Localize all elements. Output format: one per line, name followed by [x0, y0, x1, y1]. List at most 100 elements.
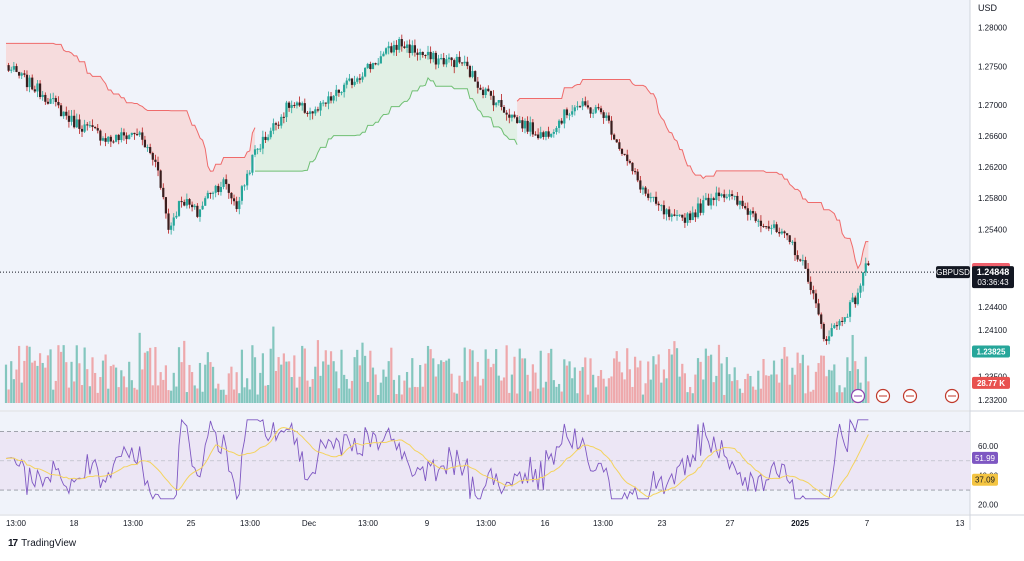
candle-body [117, 134, 120, 141]
volume-bar [521, 358, 524, 403]
volume-bar [791, 367, 794, 403]
price-badge-bg [972, 345, 1010, 358]
candle-body [345, 80, 348, 85]
volume-bar [235, 372, 238, 403]
candle-body [607, 115, 610, 121]
candle-body [738, 200, 742, 205]
volume-bar [744, 379, 747, 403]
volume-bar [217, 383, 220, 403]
volume-bar [631, 386, 634, 403]
volume-bar [584, 357, 587, 403]
candle-body [668, 209, 671, 217]
candle-body [555, 127, 558, 133]
volume-bar [668, 348, 671, 403]
candle-body [529, 122, 532, 132]
volume-bar [487, 358, 490, 403]
volume-bar [314, 366, 317, 403]
volume-bar [10, 361, 13, 403]
volume-bar [361, 342, 364, 403]
volume-bar [395, 393, 398, 403]
candle-body [246, 173, 249, 186]
volume-bar [366, 381, 369, 403]
volume-bar [162, 379, 165, 403]
candle-body [487, 88, 490, 92]
candle-body [377, 63, 380, 65]
volume-bar [232, 389, 236, 403]
volume-bar [738, 388, 742, 403]
volume-bar [502, 377, 506, 403]
volume-bar [206, 352, 209, 403]
candle-body [303, 103, 306, 113]
candle-body [259, 148, 262, 150]
candle-body [73, 115, 76, 128]
volume-bar [652, 356, 655, 403]
candle-body [699, 203, 702, 213]
volume-bar [599, 370, 603, 403]
candle-body [31, 77, 34, 90]
candle-body [812, 290, 815, 294]
candle-body [846, 316, 849, 318]
time-tick-label: 2025 [791, 519, 809, 528]
volatility-stop-fill [6, 43, 256, 230]
volume-bar [822, 355, 825, 403]
candle-body [301, 103, 304, 106]
volume-bar [662, 369, 666, 403]
current-price-badge-bg [972, 266, 1014, 289]
volume-bar [369, 350, 372, 403]
volume-bar [191, 372, 194, 403]
volume-bar [398, 375, 401, 403]
price-tick-label: 1.27500 [978, 62, 1007, 71]
rsi-layer [5, 418, 869, 501]
candle-body [267, 137, 270, 140]
candle-body [767, 226, 770, 229]
volume-bar [780, 358, 783, 403]
volume-bar [246, 378, 249, 403]
candle-body [387, 46, 390, 49]
candle-body [778, 232, 781, 234]
volume-bar [143, 352, 147, 403]
rsi-badge-label: 37.09 [975, 476, 996, 485]
candle-body [710, 198, 713, 206]
volume-bar [65, 362, 68, 403]
candle-body [196, 205, 199, 217]
volume-bar [626, 348, 629, 403]
candle-body [786, 233, 789, 236]
volume-bar [846, 357, 849, 403]
candle-body [162, 187, 165, 198]
volume-bar [295, 387, 299, 403]
candle-body [419, 51, 422, 55]
candle-body [44, 94, 47, 102]
candle-body [484, 88, 487, 96]
volume-bar [340, 349, 343, 403]
candle-body [746, 208, 749, 215]
candle-body [704, 197, 707, 201]
volume-bar [377, 394, 380, 403]
volatility-stop-line [255, 77, 518, 172]
candle-body [188, 199, 191, 205]
volatility-stop-fill [255, 39, 518, 172]
candle-body [801, 260, 804, 262]
volume-bar [413, 386, 417, 403]
candle-body [736, 195, 739, 205]
candle-body [859, 285, 862, 293]
volume-bar [563, 359, 566, 403]
candle-body [628, 161, 631, 163]
volume-bar [717, 344, 721, 403]
brand-footer[interactable]: 17 TradingView [8, 538, 76, 549]
price-pane[interactable] [0, 0, 970, 410]
candle-body [597, 107, 600, 109]
volume-bar [78, 363, 81, 403]
candle-body [408, 44, 411, 54]
candle-body [88, 125, 91, 127]
volume-bar [285, 361, 288, 403]
time-tick-label: 13:00 [358, 519, 379, 528]
candle-body [581, 101, 584, 107]
candle-body [474, 71, 477, 82]
volume-bar [445, 360, 448, 403]
volume-bar [537, 388, 540, 403]
volume-bar [623, 379, 626, 403]
volume-bar [183, 340, 186, 403]
volume-bar [728, 374, 731, 403]
candle-body [15, 66, 18, 72]
